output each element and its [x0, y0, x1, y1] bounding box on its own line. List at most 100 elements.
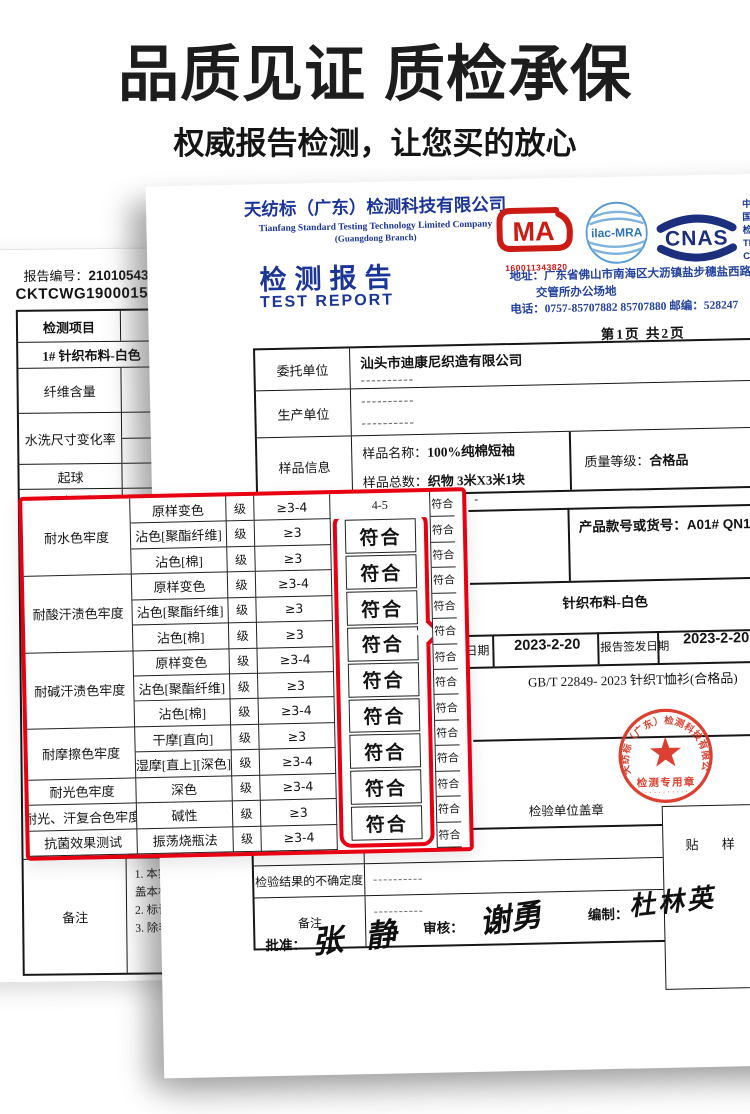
test-date: 2023-2-20: [514, 636, 581, 655]
pass-small-cell: 符合: [435, 720, 460, 747]
test-sub-item: 原样变色: [131, 572, 229, 601]
test-group-name: 耐光色牢度: [28, 778, 137, 806]
report-title-en: TEST REPORT: [259, 291, 395, 312]
grade-value: 合格品: [649, 452, 689, 469]
lab-address: 地址：广东省佛山市南海区大沥镇盐步穗盐西路原盐 交管所办公场地 电话：0757-…: [509, 263, 750, 319]
report-code: CKTCWG19000150: [15, 284, 157, 303]
cell-border: [469, 575, 750, 585]
unit-cell: 级: [227, 546, 256, 573]
report-number-label: 报告编号：: [23, 268, 89, 284]
row-item: 纤维含量: [18, 367, 122, 413]
pass-small-cell: 符合: [436, 771, 461, 798]
results-grid: 耐水色牢度 原样变色级 ≥3-4 沾色[聚酯纤维] 级 ≥3 沾色[棉] 级 ≥3 耐酸汗渍色牢度…: [22, 491, 470, 857]
requirement-cell: ≥3-4: [261, 824, 338, 852]
cnas-icon: CNAS: [656, 214, 737, 262]
sample-info-label: 样品信息: [256, 436, 354, 497]
row-label: 检验结果的不确定度: [253, 864, 366, 898]
test-sub-item: 沾色[棉]: [132, 623, 230, 652]
accreditation-line: 国际互认: [742, 211, 750, 224]
test-sub-item: 沾色[聚酯纤维]: [132, 598, 229, 626]
sample-name: 100%纯棉短袖: [427, 442, 516, 460]
accreditation-line: CNAS L9: [743, 250, 750, 263]
report-number-line: 报告编号：210105434: [23, 264, 156, 284]
test-group-name: 耐水色牢度: [22, 498, 132, 578]
unit-cell: 级: [228, 622, 258, 649]
cma-letters: MA: [512, 216, 555, 247]
requirement-cell: ≥3: [257, 672, 335, 700]
requirement-cell: ≥3-4: [260, 773, 337, 801]
pass-small-cell: 符合: [431, 567, 457, 594]
sample-attach-label: 贴 样: [685, 836, 745, 853]
pass-cell: 符合: [345, 554, 418, 590]
unit-cell: 级: [229, 648, 258, 675]
report-number-value: 210105434: [88, 267, 157, 284]
pass-cell: 符合: [348, 697, 421, 734]
review-label: 审核：: [423, 920, 464, 936]
stamp-org-text: 天纺标（广东）检测科技有限公司: [609, 697, 711, 776]
pass-small-cell: 符合: [432, 618, 458, 645]
pass-small-cell: 符合: [437, 821, 462, 848]
seal-label: 检验单位盖章: [528, 803, 604, 819]
pass-small-cell: 符合: [430, 516, 456, 543]
requirement-cell: ≥3: [256, 621, 334, 649]
sample-name-label: 样品名称：: [362, 444, 428, 462]
unit-cell: 级: [230, 699, 260, 726]
requirement-cell: ≥3-4: [258, 697, 336, 725]
test-sub-item: 深色: [136, 776, 233, 804]
test-sub-item: 沾色[聚酯纤维]: [134, 674, 231, 702]
svg-text:天纺标（广东）检测科技有限公司: 天纺标（广东）检测科技有限公司: [615, 705, 712, 776]
pass-small-cell: 符合: [431, 542, 456, 569]
pass-highlight: 符合 符合 符合 符合 符合 符合 符合 符合 符合: [332, 517, 438, 848]
test-sub-item: 沾色[聚酯纤维]: [130, 521, 228, 550]
pass-small-cell: 符合: [430, 491, 455, 518]
unit-cell: 级: [232, 800, 262, 827]
cell-border: [468, 502, 750, 512]
requirement-cell: ≥3: [254, 519, 332, 547]
accreditation-line: TESTING: [742, 237, 750, 250]
requirement-cell: ≥3-4: [254, 494, 331, 522]
accreditation-line: 检测: [742, 224, 750, 237]
requirement-cell: ≥3: [255, 544, 332, 573]
lab-identity: 天纺标（广东）检测科技有限公司 Tianfang Standard Testin…: [232, 191, 519, 246]
requirement-cell: ≥3: [259, 722, 336, 751]
unit-cell: 级: [230, 673, 259, 700]
product-no-label: 产品款号或货号：: [578, 517, 687, 535]
requirement-cell: ≥3: [256, 595, 333, 623]
inspection-stamp: 天纺标（广东）检测科技有限公司 检测专用章 ﹡﹡﹡﹡﹡﹡﹡﹡﹡﹡: [609, 697, 717, 807]
page-subtitle: 权威报告检测，让您买的放心: [173, 126, 577, 161]
page-title: 品质见证 质检承保: [118, 40, 632, 108]
row-item: 起球: [19, 463, 123, 489]
sample-value: 样品名称：100%纯棉短袖 样品总数：织物 3米X3米1块 质量等级：合格品: [352, 427, 750, 495]
pass-cell: 符合: [344, 518, 417, 555]
pass-small-cell: 符合: [434, 694, 460, 721]
unit-cell: 级: [226, 521, 256, 548]
test-sub-item: 沾色[棉]: [131, 547, 228, 575]
grade-label: 质量等级：: [584, 453, 650, 470]
test-sub-item: 干摩[直向]: [135, 725, 232, 753]
sample-row: 样品信息 样品名称：100%纯棉短袖 样品总数：织物 3米X3米1块 质量等级：…: [256, 427, 750, 497]
cma-mark-icon: MA: [496, 207, 573, 252]
row-value: ----------: [372, 870, 424, 887]
result-value: 4-5: [330, 491, 431, 520]
ilac-text: ilac-MRA: [591, 225, 643, 240]
test-group-name: 耐摩擦色牢度: [27, 727, 137, 781]
unit-cell: 级: [228, 597, 257, 624]
pass-small-cell: 符合: [435, 745, 461, 772]
unit-cell: 级: [226, 495, 255, 522]
unit-cell: 级: [231, 724, 260, 751]
main-report-doc: 天纺标（广东）检测科技有限公司 Tianfang Standard Testin…: [145, 172, 750, 1079]
pass-cell: 符合: [350, 769, 422, 805]
cell-border: [492, 634, 495, 667]
pass-cell: 符合: [346, 590, 418, 626]
cell-border: [567, 507, 571, 581]
requirement-cell: ≥3: [260, 799, 338, 827]
sample-info-table: 委托单位 汕头市迪康尼织造有限公司 ---------- 生产单位 ------…: [252, 336, 750, 499]
cma-logo: MA 160011343820: [496, 206, 575, 274]
manufacturer-value: ---------- ----------: [351, 380, 750, 436]
stamp-icon: 天纺标（广东）检测科技有限公司 检测专用章 ﹡﹡﹡﹡﹡﹡﹡﹡﹡﹡: [609, 697, 713, 803]
stamp-star-icon: [649, 736, 682, 767]
manufacturer-label: 生产单位: [255, 389, 352, 438]
test-group-name: 耐碱汗渍色牢度: [25, 651, 136, 730]
